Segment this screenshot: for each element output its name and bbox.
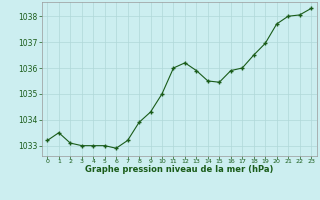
- X-axis label: Graphe pression niveau de la mer (hPa): Graphe pression niveau de la mer (hPa): [85, 165, 273, 174]
